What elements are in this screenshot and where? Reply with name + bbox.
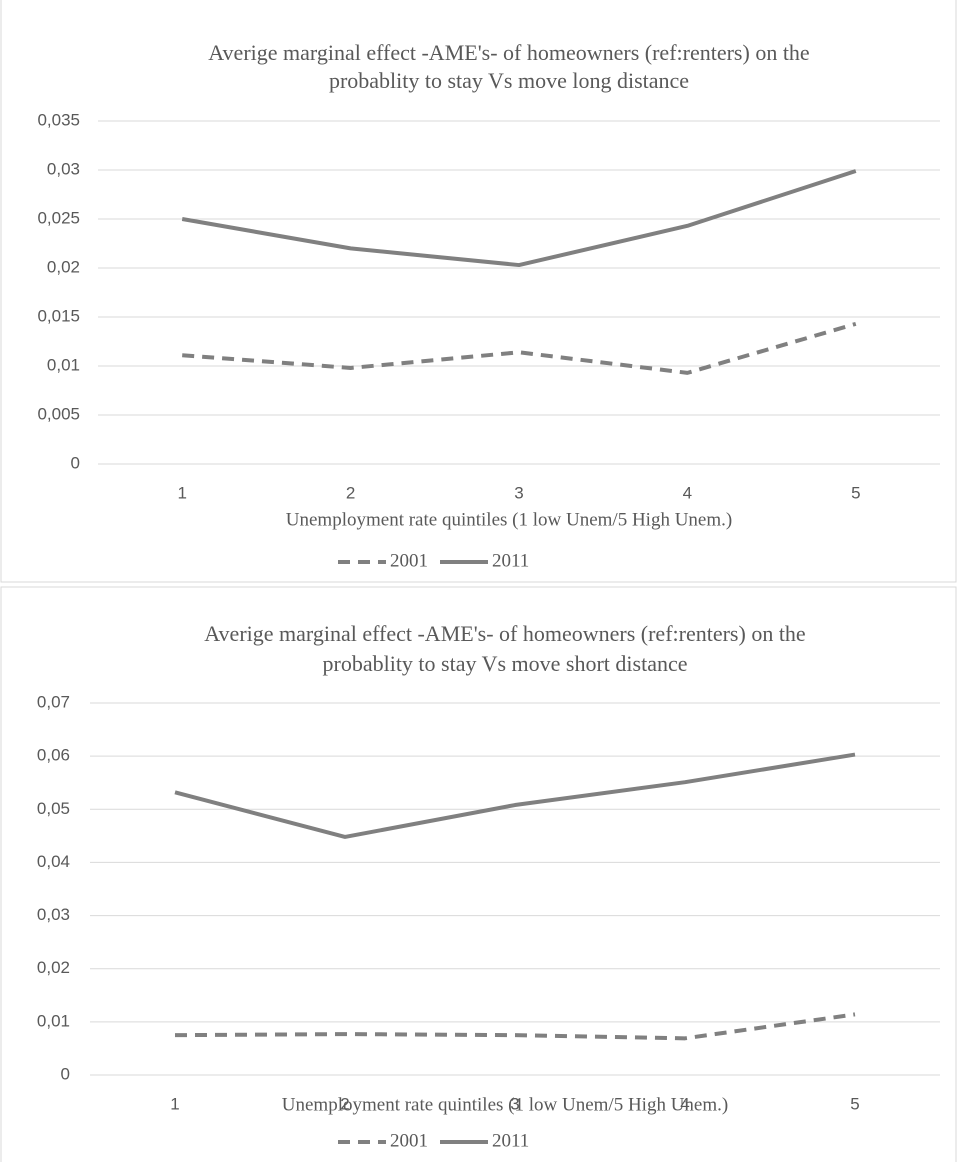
x-axis-title: Unemployment rate quintiles (1 low Unem/…	[282, 1094, 728, 1115]
y-tick-label: 0,015	[37, 306, 80, 325]
y-tick-label: 0,025	[37, 208, 80, 227]
y-tick-label: 0,06	[37, 746, 70, 765]
chart-frame	[0, 586, 957, 1162]
chart-title: Averige marginal effect -AME's- of homeo…	[208, 40, 809, 65]
y-tick-label: 0,01	[47, 355, 80, 374]
chart-frame	[0, 0, 957, 583]
legend-label: 2001	[390, 1130, 428, 1151]
legend-label: 2011	[492, 550, 529, 571]
x-tick-label: 3	[510, 1094, 519, 1113]
y-tick-label: 0,07	[37, 692, 70, 711]
y-tick-label: 0,035	[37, 110, 80, 129]
y-tick-label: 0,02	[37, 958, 70, 977]
y-tick-label: 0,005	[37, 404, 80, 423]
x-axis-title: Unemployment rate quintiles (1 low Unem/…	[286, 509, 732, 530]
series-line	[174, 1012, 856, 1041]
series-line	[181, 169, 857, 268]
y-tick-label: 0,05	[37, 799, 70, 818]
y-tick-label: 0,04	[37, 852, 70, 871]
legend-label: 2011	[492, 1130, 529, 1151]
x-tick-label: 1	[170, 1094, 179, 1113]
x-tick-label: 5	[851, 483, 860, 502]
x-tick-label: 1	[177, 483, 186, 502]
series-line	[182, 321, 857, 375]
y-tick-label: 0,03	[47, 159, 80, 178]
chart-title: Averige marginal effect -AME's- of homeo…	[204, 621, 805, 646]
x-tick-label: 2	[340, 1094, 349, 1113]
y-tick-label: 0,01	[37, 1011, 70, 1030]
x-tick-label: 5	[850, 1094, 859, 1113]
chart-title: probablity to stay Vs move short distanc…	[323, 651, 688, 676]
legend-label: 2001	[390, 550, 428, 571]
x-tick-label: 4	[683, 483, 692, 502]
series-line	[174, 752, 856, 839]
y-tick-label: 0,02	[47, 257, 80, 276]
x-tick-label: 2	[346, 483, 355, 502]
y-tick-label: 0,03	[37, 905, 70, 924]
x-tick-label: 3	[514, 483, 523, 502]
chart-title: probablity to stay Vs move long distance	[329, 68, 689, 93]
x-tick-label: 4	[680, 1094, 689, 1113]
y-tick-label: 0	[71, 453, 80, 472]
y-tick-label: 0	[61, 1064, 70, 1083]
